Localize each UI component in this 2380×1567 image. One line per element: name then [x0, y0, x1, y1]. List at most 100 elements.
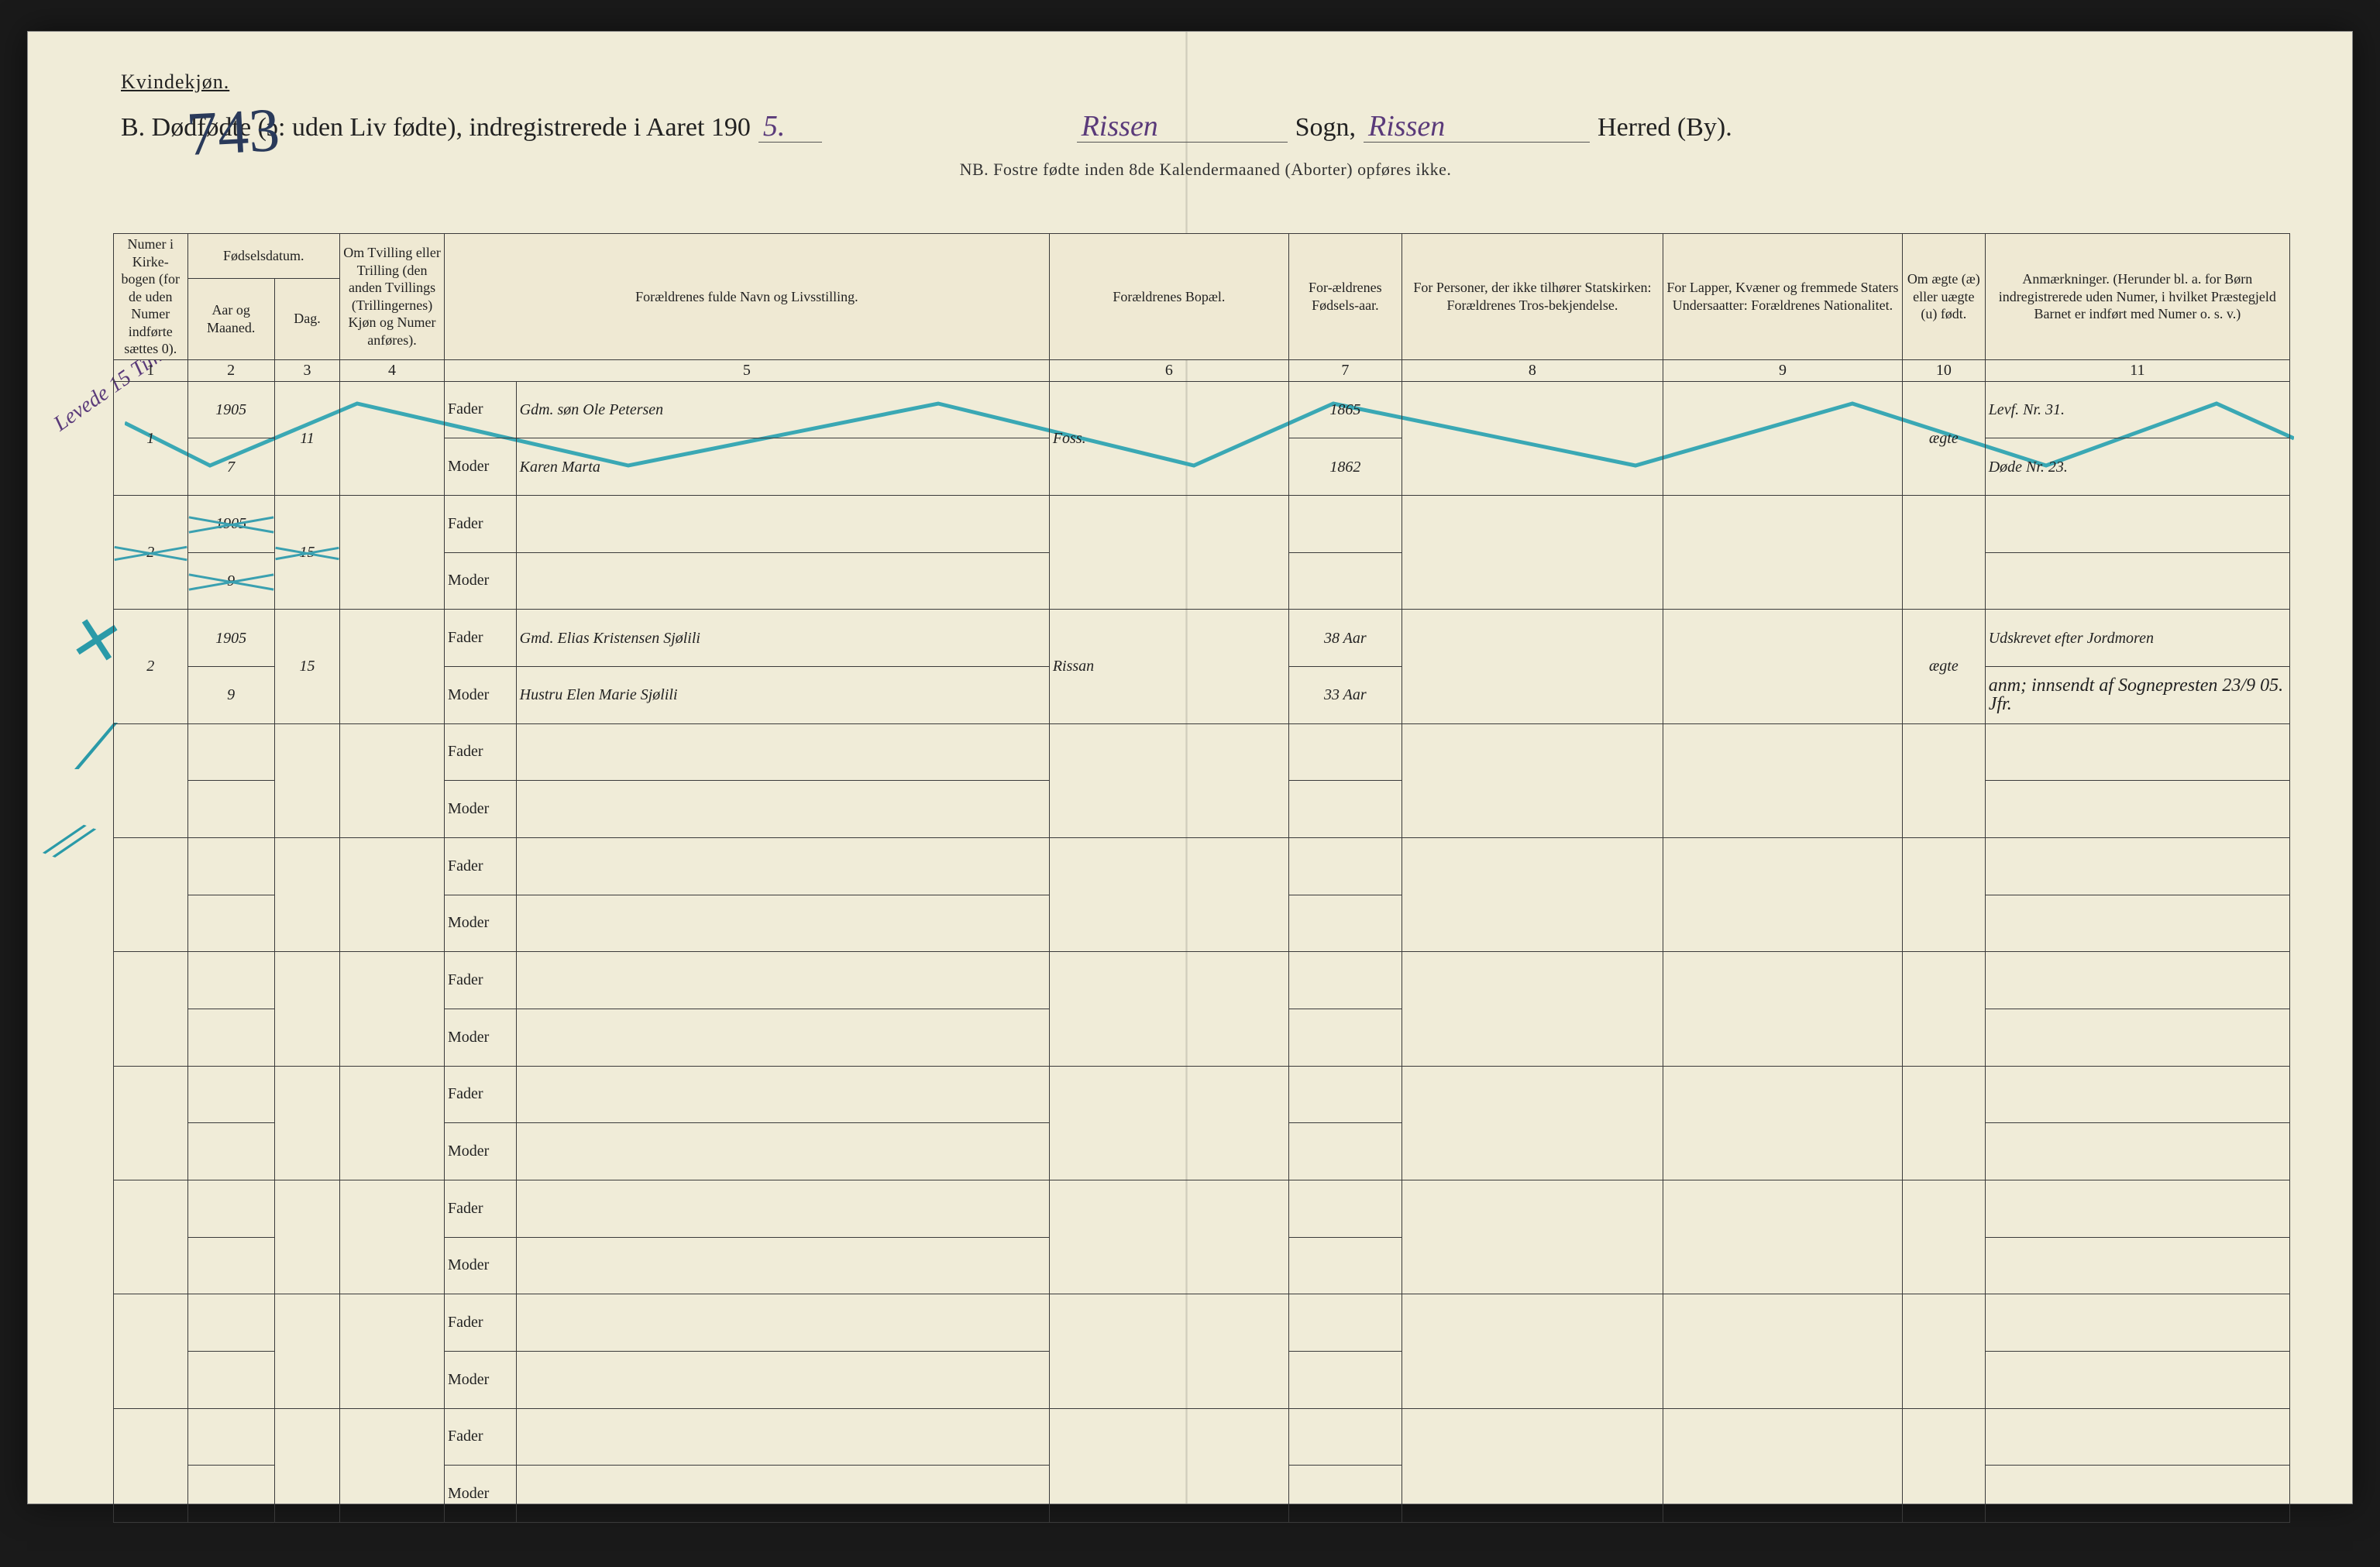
moder-label: Moder [444, 1466, 516, 1523]
cell-moder-aar: 1862 [1288, 438, 1402, 496]
cell-moder-aar: 33 Aar [1288, 666, 1402, 723]
cell-moder: Karen Marta [516, 438, 1049, 496]
herred-blank: Rissen [1364, 109, 1590, 143]
cell-dag: 15 [274, 610, 339, 723]
colnum: 10 [1902, 359, 1985, 381]
cell-moder: Hustru Elen Marie Sjølili [516, 666, 1049, 723]
table-head: Numer i Kirke-bogen (for de uden Numer i… [114, 234, 2290, 382]
teal-check-2: ⟋ [74, 713, 118, 784]
moder-label: Moder [444, 1009, 516, 1066]
header: Kvindekjøn. B. Dødfødte (ɔ: uden Liv fød… [121, 70, 2290, 180]
cell-nat [1663, 495, 1902, 609]
colnum: 2 [187, 359, 274, 381]
cell-fader [516, 495, 1049, 552]
col-2-group-header: Fødselsdatum. [187, 234, 340, 279]
cell-fader-aar: 38 Aar [1288, 610, 1402, 667]
colnum: 8 [1402, 359, 1663, 381]
column-number-row: 1 2 3 4 5 6 7 8 9 10 11 [114, 359, 2290, 381]
cell-fader-aar: 1865 [1288, 381, 1402, 438]
col-4-header: Om Tvilling eller Trilling (den anden Tv… [340, 234, 445, 360]
cell-anm1 [1985, 495, 2289, 552]
col-8-header: For Personer, der ikke tilhører Statskir… [1402, 234, 1663, 360]
table-row: 2 1905 15 Fader Gmd. Elias Kristensen Sj… [114, 610, 2290, 667]
table-row-empty: Fader [114, 1180, 2290, 1237]
moder-label: Moder [444, 1351, 516, 1408]
colnum: 4 [340, 359, 445, 381]
moder-label: Moder [444, 666, 516, 723]
cell-tvilling [340, 610, 445, 723]
cell-bopael: Rissan [1049, 610, 1288, 723]
page-number-handwritten: 743 [185, 95, 282, 170]
subtitle: NB. Fostre fødte inden 8de Kalendermaane… [121, 160, 2290, 180]
colnum: 9 [1663, 359, 1902, 381]
cell-maaned: 9 [187, 666, 274, 723]
document-page: Kvindekjøn. B. Dødfødte (ɔ: uden Liv fød… [27, 31, 2353, 1504]
cell-maaned: 9 [187, 552, 274, 610]
fader-label: Fader [444, 610, 516, 667]
colnum: 6 [1049, 359, 1288, 381]
cell-anm1: Udskrevet efter Jordmoren [1985, 610, 2289, 667]
col-7-header: For-ældrenes Fødsels-aar. [1288, 234, 1402, 360]
teal-check-3: ⁄⁄ [47, 805, 91, 878]
cell-aar: 1905 [187, 610, 274, 667]
col-10-header: Om ægte (æ) eller uægte (u) født. [1902, 234, 1985, 360]
colnum: 3 [274, 359, 339, 381]
table-row-empty: Fader [114, 1294, 2290, 1352]
cell-num: 1 [114, 381, 188, 495]
table-row-empty: Fader [114, 837, 2290, 895]
table-row-empty: Fader [114, 1066, 2290, 1123]
table-row-empty: Fader [114, 1408, 2290, 1466]
table-row: 1 1905 11 Fader Gdm. søn Ole Petersen Fo… [114, 381, 2290, 438]
cell-aegte: ægte [1902, 381, 1985, 495]
register-table-wrap: Numer i Kirke-bogen (for de uden Numer i… [113, 233, 2290, 1457]
cell-nat [1663, 610, 1902, 723]
fader-label: Fader [444, 837, 516, 895]
sogn-blank: Rissen [1077, 109, 1288, 143]
table-row-empty: Fader [114, 723, 2290, 781]
cell-maaned: 7 [187, 438, 274, 496]
cell-aar: 1905 [187, 495, 274, 552]
cell-aegte [1902, 495, 1985, 609]
cell-tros [1402, 610, 1663, 723]
cell-dag: 11 [274, 381, 339, 495]
title-line: B. Dødfødte (ɔ: uden Liv fødte), indregi… [121, 109, 2290, 143]
cell-anm2 [1985, 552, 2289, 610]
year-blank: 5. [758, 109, 822, 143]
table-row-empty: Fader [114, 952, 2290, 1009]
moder-label: Moder [444, 895, 516, 952]
cell-num: 2 [114, 610, 188, 723]
moder-label: Moder [444, 1123, 516, 1180]
herred-label: Herred (By). [1598, 113, 1732, 143]
cell-tvilling [340, 381, 445, 495]
cell-tvilling [340, 495, 445, 609]
fader-label: Fader [444, 1294, 516, 1352]
col-2b-header: Dag. [274, 278, 339, 359]
col-1-header: Numer i Kirke-bogen (for de uden Numer i… [114, 234, 188, 360]
moder-label: Moder [444, 438, 516, 496]
col-9-header: For Lapper, Kvæner og fremmede Staters U… [1663, 234, 1902, 360]
cell-moder [516, 552, 1049, 610]
fader-label: Fader [444, 1066, 516, 1123]
cell-nat [1663, 381, 1902, 495]
table-body: 1 1905 11 Fader Gdm. søn Ole Petersen Fo… [114, 381, 2290, 1523]
cell-tros [1402, 381, 1663, 495]
gender-label: Kvindekjøn. [121, 70, 229, 93]
moder-label: Moder [444, 1237, 516, 1294]
cell-bopael: Foss. [1049, 381, 1288, 495]
fader-label: Fader [444, 381, 516, 438]
fader-label: Fader [444, 1180, 516, 1237]
cell-anm2: Døde Nr. 23. [1985, 438, 2289, 496]
cell-bopael [1049, 495, 1288, 609]
cell-fader: Gdm. søn Ole Petersen [516, 381, 1049, 438]
fader-label: Fader [444, 495, 516, 552]
colnum: 11 [1985, 359, 2289, 381]
cell-num: 2 [114, 495, 188, 609]
fader-label: Fader [444, 723, 516, 781]
cell-aegte: ægte [1902, 610, 1985, 723]
colnum: 1 [114, 359, 188, 381]
register-table: Numer i Kirke-bogen (for de uden Numer i… [113, 233, 2290, 1523]
colnum: 7 [1288, 359, 1402, 381]
col-2a-header: Aar og Maaned. [187, 278, 274, 359]
colnum: 5 [444, 359, 1049, 381]
col-11-header: Anmærkninger. (Herunder bl. a. for Børn … [1985, 234, 2289, 360]
